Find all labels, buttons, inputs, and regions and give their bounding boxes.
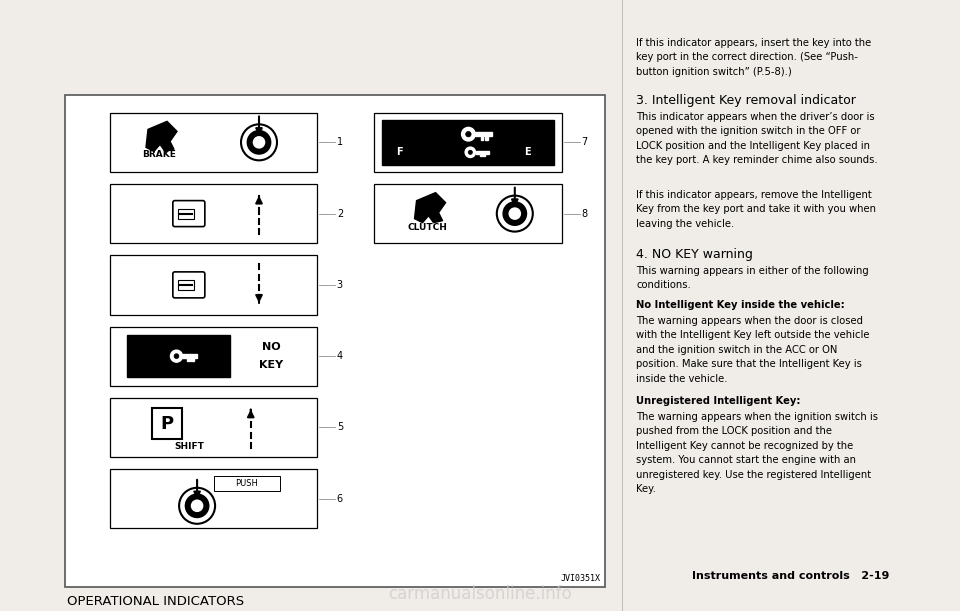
Text: 3. Intelligent Key removal indicator: 3. Intelligent Key removal indicator	[636, 94, 856, 107]
Polygon shape	[415, 192, 445, 222]
Circle shape	[503, 202, 526, 225]
Text: JVI0351X: JVI0351X	[561, 574, 601, 582]
Text: PUSH: PUSH	[235, 479, 258, 488]
Bar	[110, 326, 317, 386]
Bar	[374, 112, 562, 172]
Text: 6: 6	[337, 494, 343, 503]
Bar	[481, 136, 484, 140]
Text: 2: 2	[337, 208, 343, 219]
Text: Unregistered Intelligent Key:: Unregistered Intelligent Key:	[636, 396, 801, 406]
Bar	[182, 354, 198, 358]
Text: 4: 4	[337, 351, 343, 361]
FancyBboxPatch shape	[173, 272, 204, 298]
Bar	[179, 280, 194, 290]
Bar	[475, 151, 489, 154]
Text: This indicator appears when the driver’s door is
opened with the ignition switch: This indicator appears when the driver’s…	[636, 112, 877, 165]
Text: 4. NO KEY warning: 4. NO KEY warning	[636, 248, 753, 261]
Bar	[110, 184, 317, 243]
Circle shape	[191, 499, 204, 512]
Text: F: F	[396, 147, 403, 157]
Text: The warning appears when the door is closed
with the Intelligent Key left outsid: The warning appears when the door is clo…	[636, 316, 870, 384]
Circle shape	[171, 350, 182, 362]
Bar	[110, 255, 317, 315]
Text: E: E	[524, 147, 531, 157]
FancyBboxPatch shape	[173, 200, 204, 227]
Circle shape	[252, 136, 265, 148]
Text: NO: NO	[262, 342, 280, 353]
Text: OPERATIONAL INDICATORS: OPERATIONAL INDICATORS	[67, 595, 245, 607]
Text: Instruments and controls   2-19: Instruments and controls 2-19	[692, 571, 890, 581]
Circle shape	[462, 127, 475, 141]
Text: carmanualsonline.info: carmanualsonline.info	[388, 585, 572, 603]
Text: No Intelligent Key inside the vehicle:: No Intelligent Key inside the vehicle:	[636, 300, 845, 310]
Text: KEY: KEY	[259, 360, 283, 370]
Text: If this indicator appears, insert the key into the
key port in the correct direc: If this indicator appears, insert the ke…	[636, 38, 872, 77]
Bar	[382, 120, 554, 165]
Bar	[152, 408, 182, 439]
Text: The warning appears when the ignition switch is
pushed from the LOCK position an: The warning appears when the ignition sw…	[636, 412, 878, 494]
Circle shape	[466, 147, 475, 158]
Text: SHIFT: SHIFT	[174, 442, 204, 451]
Circle shape	[174, 354, 179, 359]
Circle shape	[466, 131, 471, 137]
Bar	[483, 154, 486, 156]
Bar	[110, 469, 317, 529]
Circle shape	[509, 207, 521, 220]
Bar	[480, 154, 482, 156]
Bar	[475, 132, 492, 136]
Bar	[110, 112, 317, 172]
Text: 3: 3	[337, 280, 343, 290]
Circle shape	[180, 488, 215, 524]
Text: 5: 5	[337, 422, 343, 433]
Circle shape	[468, 150, 472, 155]
Text: This warning appears in either of the following
conditions.: This warning appears in either of the fo…	[636, 266, 869, 290]
Text: 8: 8	[582, 208, 588, 219]
Text: CLUTCH: CLUTCH	[408, 223, 447, 232]
Text: 1: 1	[337, 137, 343, 147]
Circle shape	[248, 131, 271, 154]
Text: If this indicator appears, remove the Intelligent
Key from the key port and take: If this indicator appears, remove the In…	[636, 190, 876, 229]
Bar	[187, 358, 190, 361]
Bar	[179, 208, 194, 219]
Text: 7: 7	[582, 137, 588, 147]
Text: BRAKE: BRAKE	[142, 150, 176, 159]
Bar	[374, 184, 562, 243]
Circle shape	[241, 125, 277, 160]
Bar	[110, 398, 317, 457]
Bar	[191, 358, 194, 361]
Bar	[214, 476, 279, 491]
Bar	[127, 335, 230, 377]
Polygon shape	[146, 122, 177, 152]
Text: P: P	[160, 415, 174, 433]
Bar	[486, 136, 488, 140]
Circle shape	[497, 196, 533, 232]
Bar	[65, 95, 605, 587]
Circle shape	[185, 494, 208, 518]
